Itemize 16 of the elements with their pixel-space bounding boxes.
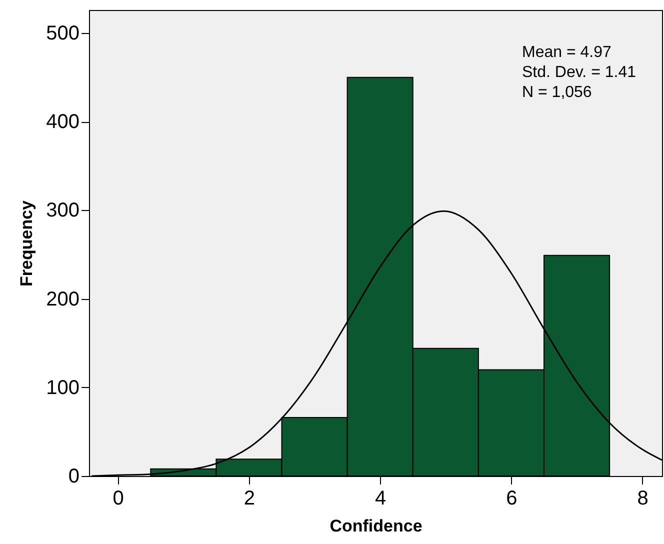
y-tick-label: 300 <box>46 200 80 222</box>
x-tick-label: 2 <box>244 488 256 510</box>
y-axis-title: Frequency <box>17 200 36 286</box>
annotation: N = 1,056 <box>522 84 592 101</box>
x-tick-label: 6 <box>506 488 518 510</box>
x-tick-label: 4 <box>375 488 386 510</box>
annotation: Std. Dev. = 1.41 <box>522 64 636 81</box>
y-tick-label: 400 <box>46 111 80 134</box>
x-tick-label: 8 <box>637 488 648 510</box>
y-tick-label: 200 <box>46 288 80 310</box>
y-tick-label: 500 <box>46 22 80 45</box>
x-axis-title: Confidence <box>330 516 422 536</box>
y-tick-label: 0 <box>68 466 80 488</box>
x-tick-label: 0 <box>112 488 124 510</box>
y-tick-label: 100 <box>46 376 80 399</box>
annotation: Mean = 4.97 <box>522 44 612 61</box>
